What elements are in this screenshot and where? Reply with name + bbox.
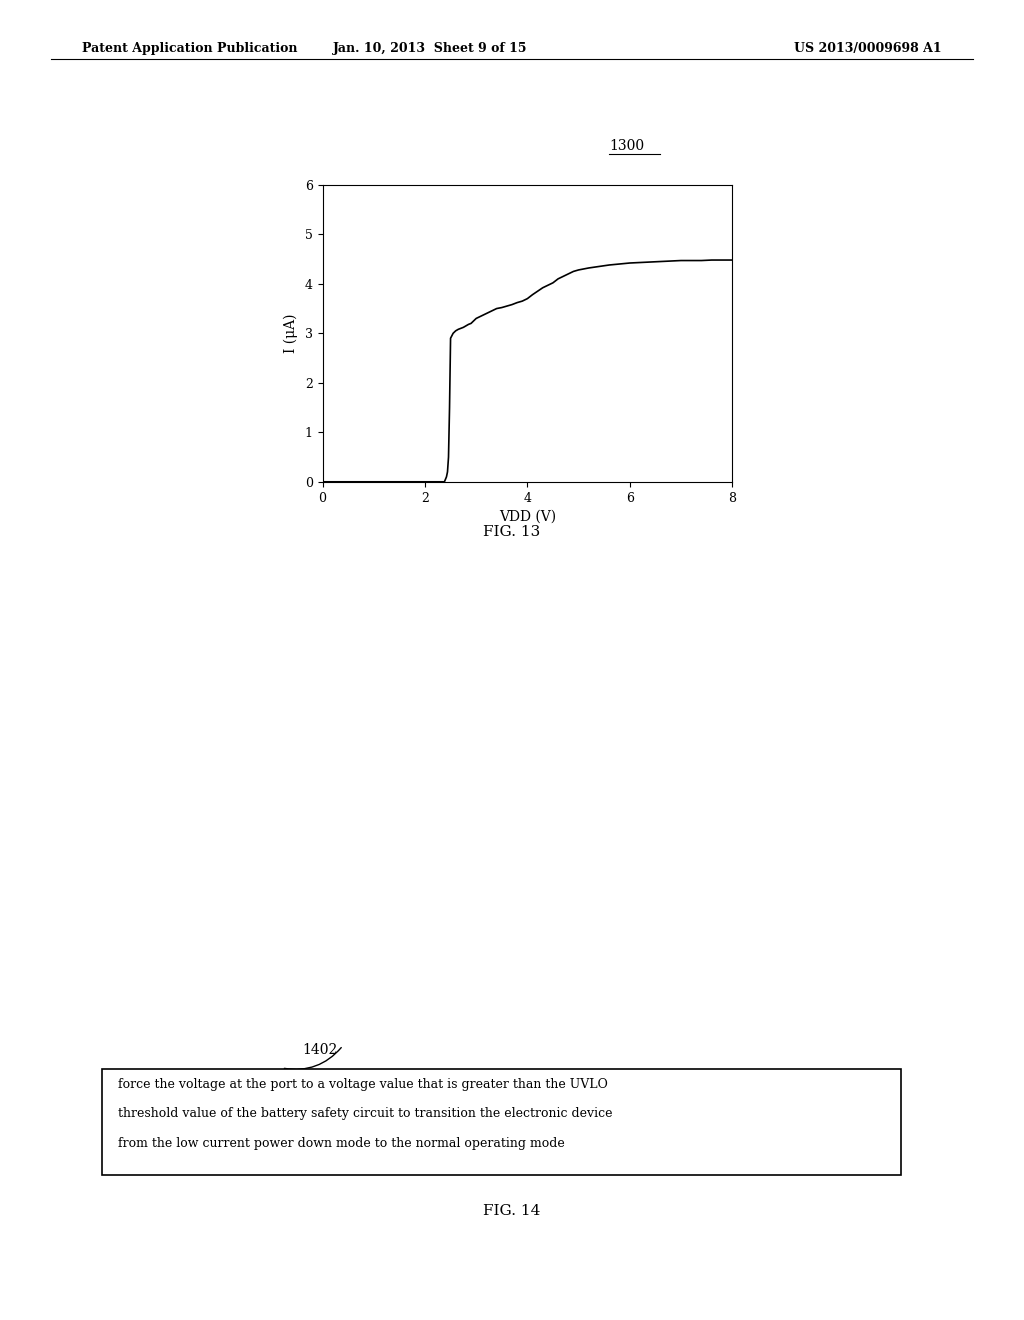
Text: FIG. 13: FIG. 13 [483,525,541,540]
Text: FIG. 14: FIG. 14 [483,1204,541,1218]
Text: 1300: 1300 [609,139,644,153]
Text: force the voltage at the port to a voltage value that is greater than the UVLO: force the voltage at the port to a volta… [118,1078,607,1092]
Text: 1402: 1402 [302,1043,337,1057]
Y-axis label: I (μA): I (μA) [284,314,298,352]
Text: US 2013/0009698 A1: US 2013/0009698 A1 [795,42,942,55]
Text: Jan. 10, 2013  Sheet 9 of 15: Jan. 10, 2013 Sheet 9 of 15 [333,42,527,55]
Text: from the low current power down mode to the normal operating mode: from the low current power down mode to … [118,1137,564,1150]
X-axis label: VDD (V): VDD (V) [499,510,556,524]
Text: threshold value of the battery safety circuit to transition the electronic devic: threshold value of the battery safety ci… [118,1107,612,1121]
Text: Patent Application Publication: Patent Application Publication [82,42,297,55]
